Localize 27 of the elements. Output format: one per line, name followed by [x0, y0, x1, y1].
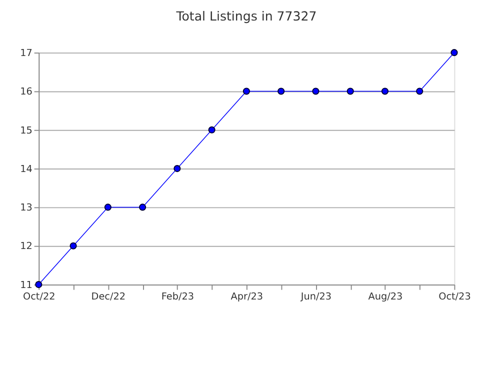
y-tick-label: 16 — [20, 86, 32, 98]
point — [139, 204, 146, 211]
x-tick-label: Apr/23 — [230, 292, 264, 303]
point — [70, 242, 77, 250]
y-tick-label: 14 — [20, 164, 32, 175]
point — [104, 204, 112, 211]
point — [208, 126, 216, 134]
y-tick-label: 13 — [20, 202, 32, 214]
x-tick-label: Dec/22 — [91, 292, 126, 303]
point — [381, 88, 389, 95]
point — [312, 88, 320, 95]
y-tick-label: 11 — [20, 280, 32, 291]
x-tick-label: Feb/23 — [161, 292, 194, 303]
point — [278, 88, 285, 95]
point — [450, 49, 458, 56]
x-tick-label: Oct/23 — [438, 292, 471, 303]
point — [346, 88, 354, 95]
y-tick-label: 15 — [20, 125, 32, 136]
x-tick-label: Aug/23 — [368, 292, 403, 303]
x-tick-label: Jun/23 — [300, 292, 332, 303]
point — [242, 88, 250, 95]
chart-title: Total Listings in 77327 — [175, 8, 317, 24]
y-tick-label: 17 — [20, 48, 32, 59]
point — [416, 88, 424, 95]
x-tick-label: Oct/22 — [23, 292, 56, 303]
y-tick-label: 12 — [20, 241, 32, 252]
point — [174, 165, 181, 172]
